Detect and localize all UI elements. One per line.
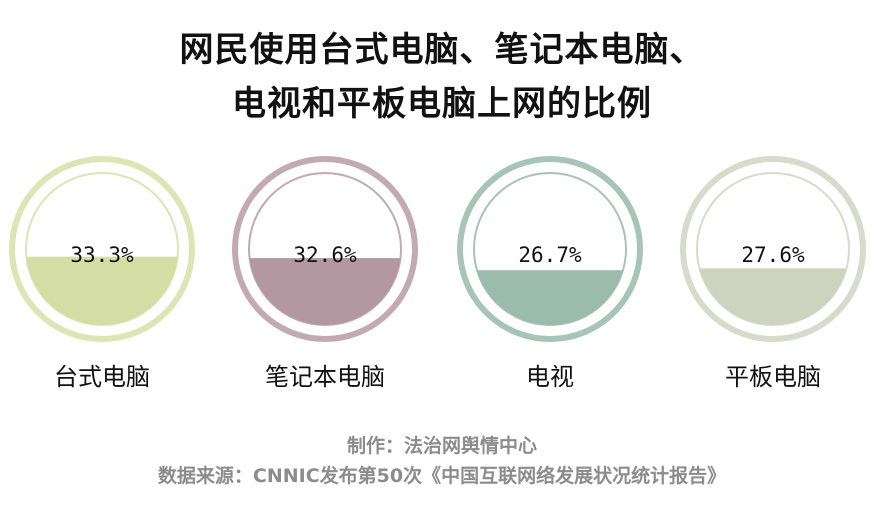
credit-source: 数据来源：CNNIC发布第50次《中国互联网络发展状况统计报告》 (157, 465, 727, 487)
chart-title-line-2: 电视和平板电脑上网的比例 (232, 84, 652, 124)
value-label-3: 26.7% (518, 243, 582, 267)
gauge-fill-4 (697, 268, 849, 325)
gauge-ring-2 (232, 156, 418, 342)
gauge-ring-4 (680, 156, 866, 342)
gauge-chart: 33.3% 台式电脑 32.6% 笔记本电脑 26.7% 电视 27.6% 平板电脑 (9, 156, 866, 391)
category-label-1: 台式电脑 (54, 363, 150, 391)
chart-title-line-1: 网民使用台式电脑、笔记本电脑、 (179, 30, 705, 70)
value-label-2: 32.6% (293, 243, 357, 267)
category-label-4: 平板电脑 (725, 363, 821, 391)
value-label-4: 27.6% (741, 243, 805, 267)
gauge-fill-2 (249, 258, 401, 325)
credit-maker: 制作：法治网舆情中心 (346, 435, 537, 457)
gauge-fill-3 (474, 270, 626, 325)
category-label-3: 电视 (526, 363, 574, 391)
value-label-1: 33.3% (70, 243, 134, 267)
gauge-ring-1 (9, 156, 195, 342)
category-label-2: 笔记本电脑 (265, 363, 385, 391)
gauge-ring-3 (457, 156, 643, 342)
